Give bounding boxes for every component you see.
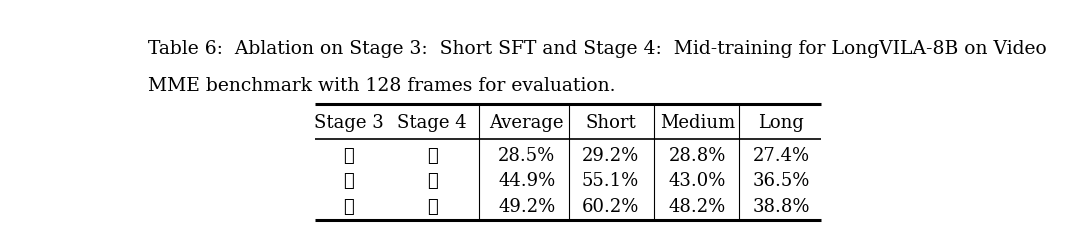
- Text: ✓: ✓: [427, 146, 437, 164]
- Text: ✓: ✓: [427, 197, 437, 215]
- Text: 49.2%: 49.2%: [498, 197, 555, 215]
- Text: 60.2%: 60.2%: [582, 197, 639, 215]
- Text: ✓: ✓: [343, 172, 354, 190]
- Text: Stage 3: Stage 3: [313, 113, 383, 131]
- Text: 28.8%: 28.8%: [669, 146, 726, 164]
- Text: 48.2%: 48.2%: [669, 197, 726, 215]
- Text: Table 6:  Ablation on Stage 3:  Short SFT and Stage 4:  Mid-training for LongVIL: Table 6: Ablation on Stage 3: Short SFT …: [148, 40, 1047, 58]
- Text: Short: Short: [585, 113, 636, 131]
- Text: 55.1%: 55.1%: [582, 172, 639, 190]
- Text: 27.4%: 27.4%: [753, 146, 810, 164]
- Text: ✗: ✗: [427, 172, 437, 190]
- Text: MME benchmark with 128 frames for evaluation.: MME benchmark with 128 frames for evalua…: [148, 77, 615, 95]
- Text: ✗: ✗: [343, 146, 354, 164]
- Text: Average: Average: [489, 113, 564, 131]
- Text: Stage 4: Stage 4: [397, 113, 467, 131]
- Text: 29.2%: 29.2%: [582, 146, 639, 164]
- Text: 38.8%: 38.8%: [753, 197, 810, 215]
- Text: Medium: Medium: [660, 113, 735, 131]
- Text: ✓: ✓: [343, 197, 354, 215]
- Text: 36.5%: 36.5%: [753, 172, 810, 190]
- Text: 43.0%: 43.0%: [669, 172, 726, 190]
- Text: Long: Long: [758, 113, 805, 131]
- Text: 44.9%: 44.9%: [498, 172, 555, 190]
- Text: 28.5%: 28.5%: [498, 146, 555, 164]
